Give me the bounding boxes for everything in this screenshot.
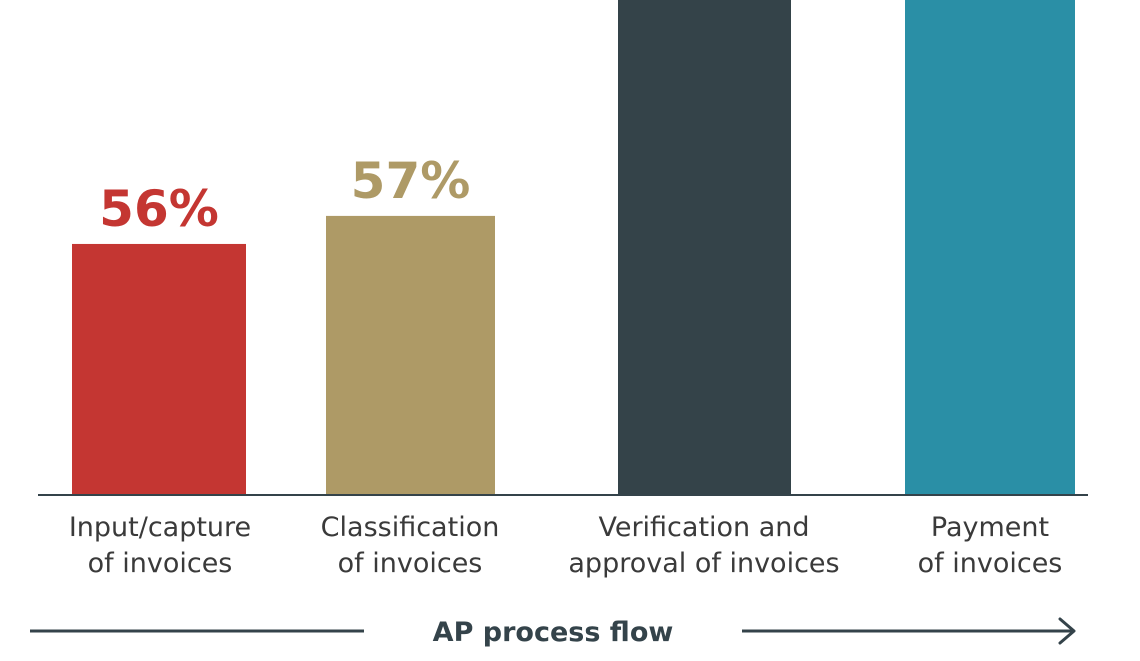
category-label-1-line-1: Input/capture (69, 512, 251, 543)
bar-4 (905, 0, 1075, 495)
category-label-3-line-1: Verification and (598, 512, 809, 543)
flow-arrow-head-icon (1058, 617, 1076, 645)
flow-label: AP process flow (433, 617, 674, 648)
category-labels-group: Input/capture of invoices Classification of… (69, 512, 1063, 579)
category-label-4-line-1: Payment (931, 512, 1049, 543)
value-label-2: 57% (351, 152, 471, 210)
category-label-4-line-2: of invoices (918, 548, 1063, 579)
bar-1 (72, 243, 246, 495)
bars-group (72, 0, 1075, 495)
category-label-3-line-2: approval of invoices (568, 548, 839, 579)
category-label-2-line-1: Classification (321, 512, 500, 543)
value-labels-group: 56%57%65%72% (99, 152, 471, 238)
category-label-1-line-2: of invoices (88, 548, 233, 579)
bar-2 (326, 215, 495, 495)
category-label-2-line-2: of invoices (338, 548, 483, 579)
value-label-1: 56% (99, 180, 219, 238)
bar-3 (618, 0, 791, 495)
